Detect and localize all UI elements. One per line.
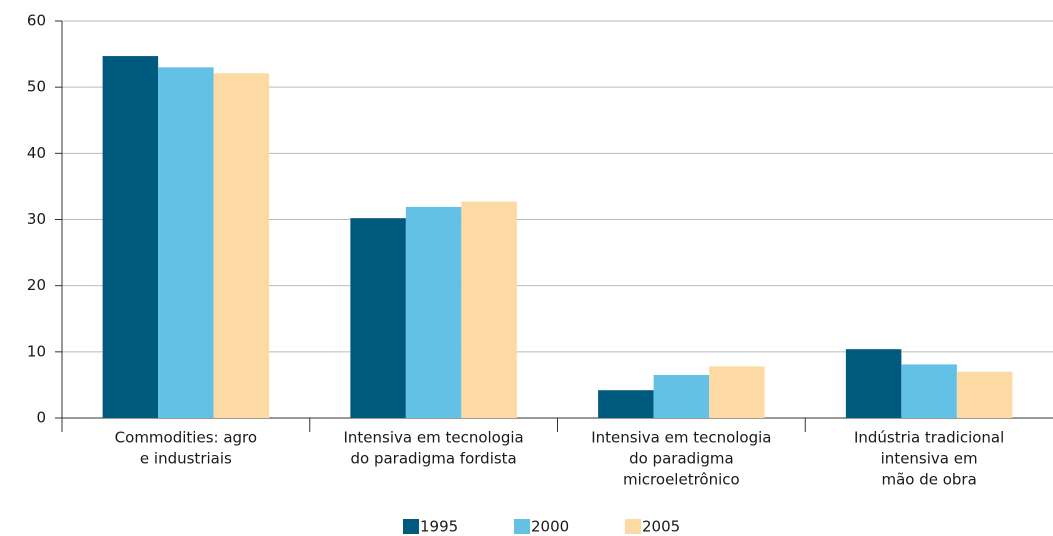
bar [405,206,462,418]
y-tick-label: 30 [27,210,46,228]
bar [709,366,765,418]
x-tick-label: Intensiva em tecnologia [591,429,771,447]
x-tick-label: Indústria tradicional [854,429,1004,447]
y-tick-label: 10 [27,342,46,360]
y-tick-label: 0 [36,409,46,427]
bar [213,73,270,418]
bar [901,364,957,418]
x-tick-label: intensiva em [881,450,978,468]
x-tick-label: Commodities: agro [115,429,257,447]
y-tick-label: 60 [27,12,46,30]
bar [102,56,159,419]
x-tick-label: e industriais [140,450,232,468]
x-tick-label: Intensiva em tecnologia [344,429,524,447]
bar [350,218,406,418]
x-tick-label: do paradigma [629,450,734,468]
x-tick-label: mão de obra [881,471,976,489]
legend-label: 1995 [420,518,458,536]
y-tick-label: 50 [27,78,46,96]
y-tick-label: 20 [27,276,46,294]
bar [956,371,1013,418]
bar [653,374,710,418]
bar [461,201,517,418]
x-tick-label: microeletrônico [623,471,740,489]
legend-label: 2000 [531,518,569,536]
bar [845,349,902,418]
y-tick-label: 40 [27,144,46,162]
legend-swatch [514,519,530,534]
legend-swatch [403,519,419,534]
legend-swatch [625,519,641,534]
bar [158,67,214,419]
x-tick-label: do paradigma fordista [350,450,516,468]
legend-label: 2005 [642,518,680,536]
bar [598,390,654,418]
